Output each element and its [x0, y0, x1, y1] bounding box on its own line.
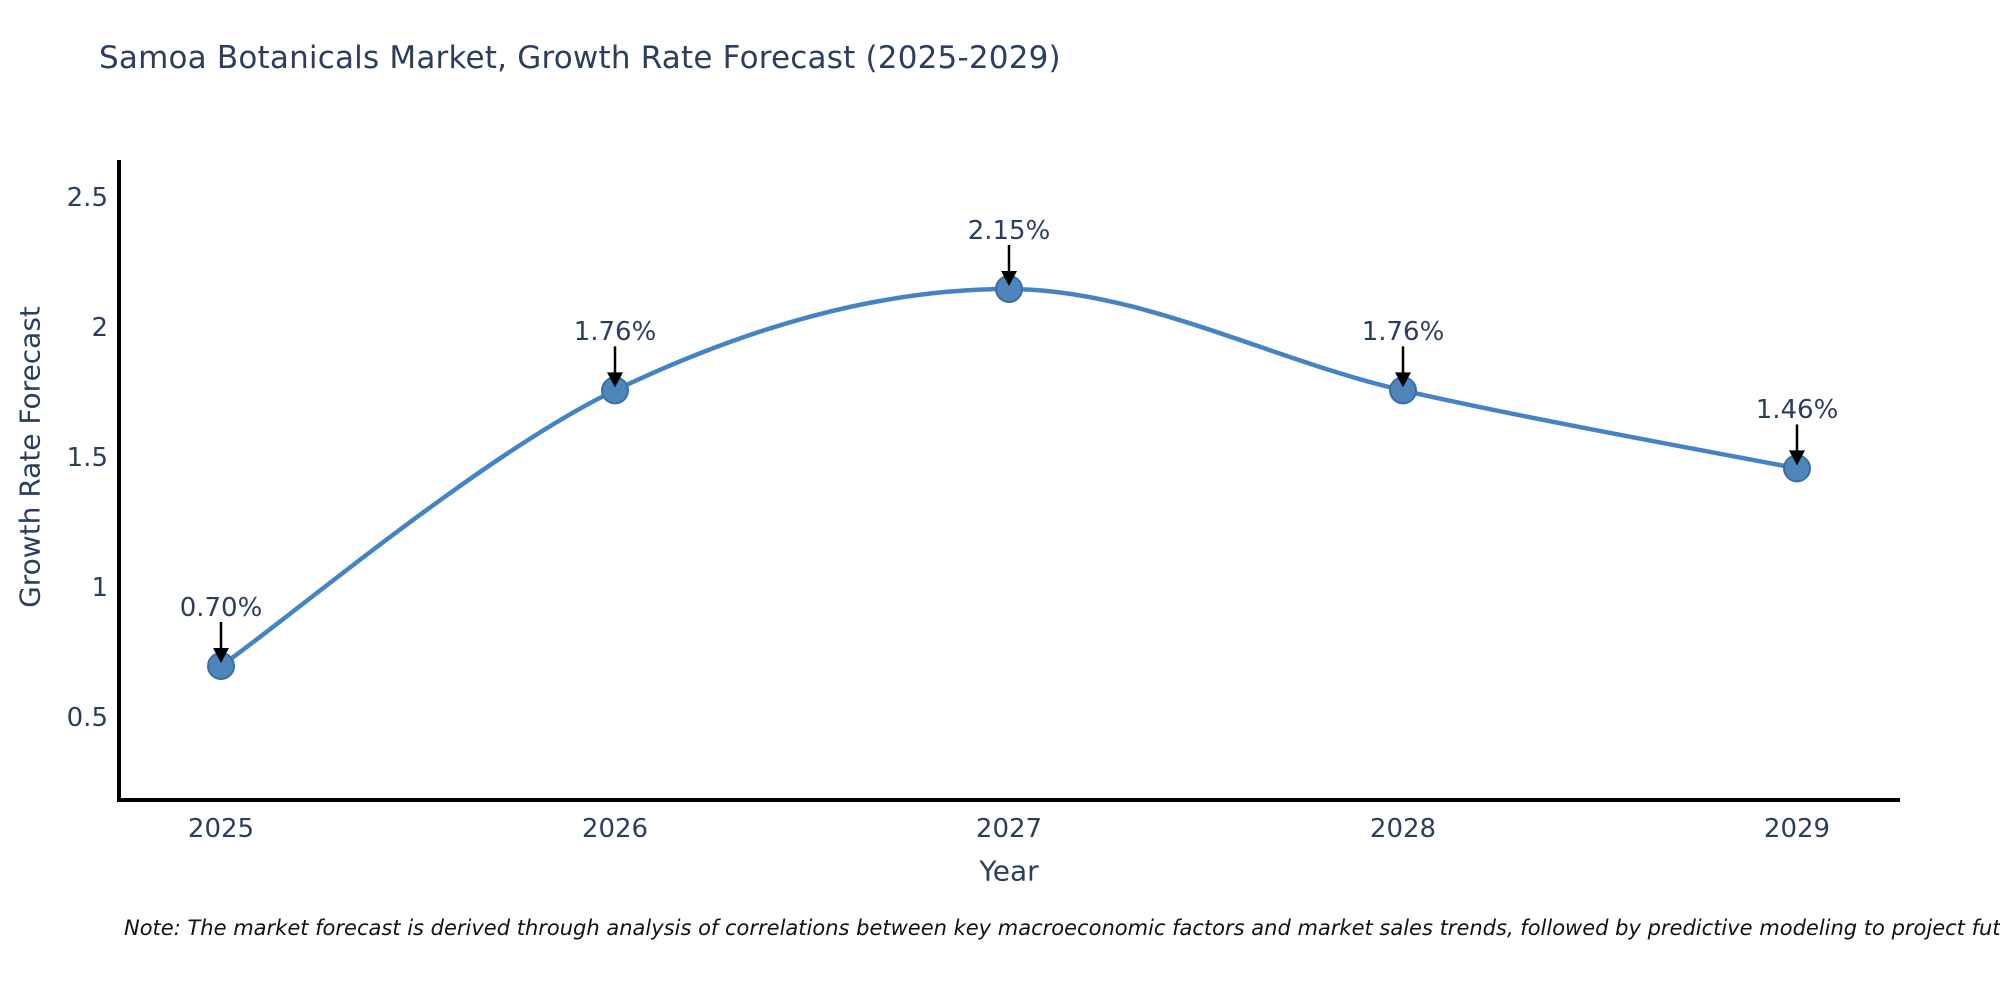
x-tick-label: 2028	[1369, 814, 1437, 844]
data-point-label: 1.46%	[1755, 395, 1839, 426]
data-point-label: 1.76%	[573, 317, 657, 348]
y-tick-label: 1	[91, 573, 108, 603]
annotation-arrowhead-icon	[607, 372, 623, 388]
axis-spine	[117, 160, 1900, 802]
data-point-label: 0.70%	[179, 593, 263, 623]
x-tick-label: 2026	[581, 814, 649, 844]
data-point-label: 2.15%	[967, 216, 1051, 246]
x-tick-label: 2029	[1763, 814, 1831, 844]
y-tick-label: 1.5	[66, 443, 108, 473]
x-axis-title: Year	[979, 854, 1039, 888]
annotation-arrowhead-icon	[1001, 271, 1017, 286]
x-tick-label: 2025	[187, 814, 255, 844]
annotation-arrowhead-icon	[213, 648, 229, 663]
annotation-arrowhead-icon	[1395, 372, 1411, 388]
x-tick-label: 2027	[975, 814, 1043, 844]
y-tick-label: 0.5	[66, 703, 108, 733]
chart-title: Samoa Botanicals Market, Growth Rate For…	[99, 40, 1061, 76]
annotation-arrowhead-icon	[1789, 450, 1805, 466]
footnote: Note: The market forecast is derived thr…	[124, 916, 2000, 940]
y-tick-label: 2	[91, 313, 108, 343]
forecast-line	[218, 286, 1800, 669]
data-point-label: 1.76%	[1361, 317, 1445, 348]
y-tick-label: 2.5	[66, 183, 108, 213]
